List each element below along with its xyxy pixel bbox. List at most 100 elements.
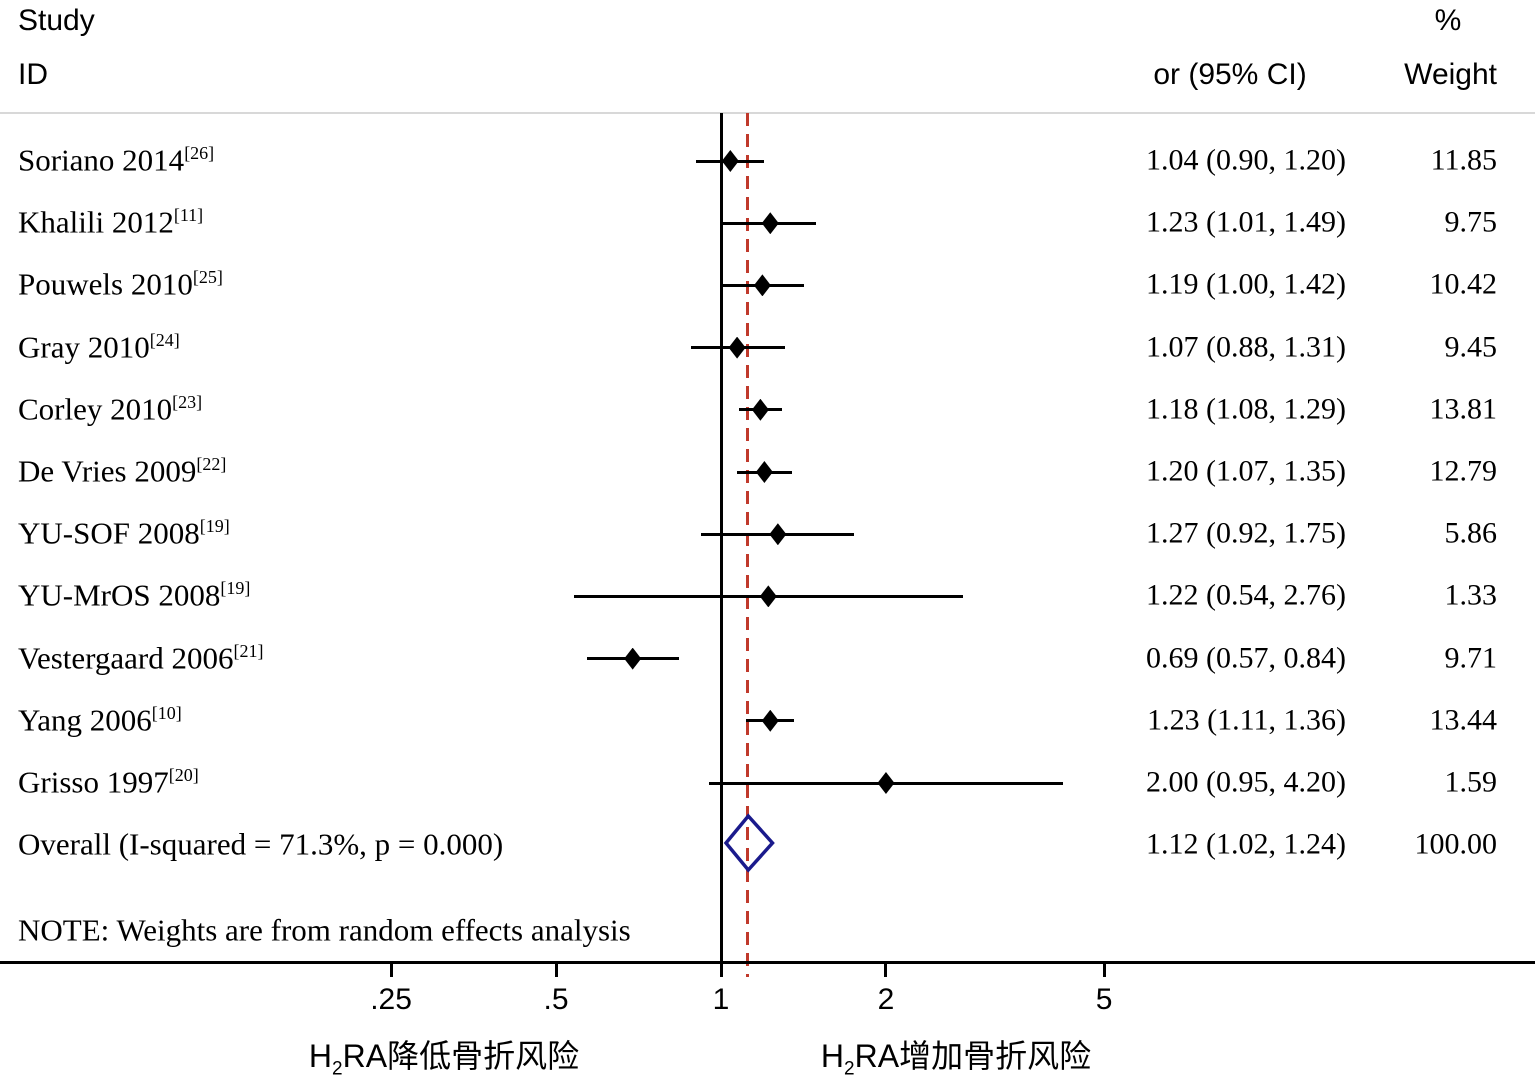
study-name: Pouwels 2010 <box>18 266 193 302</box>
study-label: Soriano 2014[26] <box>18 142 214 178</box>
x-axis-tick <box>389 964 393 977</box>
point-estimate-marker <box>877 772 895 794</box>
or-ci-value: 1.27 (0.92, 1.75) <box>1146 516 1346 550</box>
axis-annotation-left-pre: H <box>308 1038 333 1074</box>
study-reference-number: [26] <box>184 142 215 163</box>
point-estimate-marker <box>759 585 777 608</box>
study-label: YU-MrOS 2008[19] <box>18 578 250 614</box>
study-name: Vestergaard 2006 <box>18 639 234 675</box>
study-label: De Vries 2009[22] <box>18 453 226 489</box>
study-reference-number: [20] <box>168 764 199 785</box>
point-estimate-marker <box>721 150 739 172</box>
overall-diamond-shape <box>723 813 775 873</box>
point-estimate-marker <box>769 523 787 546</box>
x-axis-tick <box>1102 964 1106 977</box>
study-label: Vestergaard 2006[21] <box>18 640 264 676</box>
study-reference-number: [21] <box>233 640 264 661</box>
or-ci-value: 1.07 (0.88, 1.31) <box>1146 329 1346 363</box>
study-reference-number: [24] <box>149 329 180 350</box>
header-separator-line <box>0 112 1535 114</box>
or-ci-value: 1.23 (1.11, 1.36) <box>1147 703 1346 737</box>
study-reference-number: [10] <box>151 702 182 723</box>
x-axis-tick-label: 5 <box>1095 983 1113 1016</box>
study-reference-number: [22] <box>196 453 227 474</box>
point-estimate-marker <box>751 398 769 421</box>
weight-value: 9.45 <box>1444 329 1498 363</box>
study-label: Yang 2006[10] <box>18 702 182 738</box>
study-name: Grisso 1997 <box>18 764 169 800</box>
overall-or-ci-value: 1.12 (1.02, 1.24) <box>1146 827 1346 861</box>
study-label: Khalili 2012[11] <box>18 204 203 240</box>
weight-value: 5.86 <box>1444 516 1498 550</box>
study-reference-number: [11] <box>173 205 204 226</box>
point-estimate-marker <box>624 647 642 670</box>
weight-value: 9.75 <box>1444 205 1498 239</box>
study-reference-number: [23] <box>172 391 203 412</box>
null-reference-line <box>719 113 723 963</box>
study-label: Gray 2010[24] <box>18 329 180 365</box>
x-axis-tick <box>719 964 723 977</box>
or-ci-value: 1.19 (1.00, 1.42) <box>1146 267 1346 301</box>
study-name: Khalili 2012 <box>18 204 174 240</box>
study-label: Pouwels 2010[25] <box>18 267 223 303</box>
study-name: YU-SOF 2008 <box>18 515 200 551</box>
point-estimate-marker <box>753 274 771 297</box>
weight-value: 13.81 <box>1429 392 1498 426</box>
axis-annotation-left-post: RA降低骨折风险 <box>342 1038 580 1074</box>
x-axis-tick-label: .5 <box>543 983 569 1016</box>
column-header-study: Study <box>18 4 95 37</box>
or-ci-value: 1.20 (1.07, 1.35) <box>1146 454 1346 488</box>
axis-annotation-right-post: RA增加骨折风险 <box>854 1038 1092 1074</box>
or-ci-value: 1.04 (0.90, 1.20) <box>1146 143 1346 177</box>
overall-label: Overall (I-squared = 71.3%, p = 0.000) <box>18 826 504 862</box>
study-label: Grisso 1997[20] <box>18 764 199 800</box>
weight-value: 1.33 <box>1444 578 1498 612</box>
study-reference-number: [25] <box>192 267 223 288</box>
axis-annotation-right-sub: 2 <box>844 1058 855 1078</box>
point-estimate-marker <box>761 212 779 235</box>
or-ci-value: 1.22 (0.54, 2.76) <box>1146 578 1346 612</box>
study-label: Corley 2010[23] <box>18 391 202 427</box>
x-axis-line <box>0 961 1535 964</box>
column-header-id: ID <box>18 58 48 91</box>
weight-value: 12.79 <box>1429 454 1498 488</box>
or-ci-value: 0.69 (0.57, 0.84) <box>1146 640 1346 674</box>
axis-annotation-left: H2RA降低骨折风险 <box>308 1031 580 1078</box>
study-name: Gray 2010 <box>18 328 150 364</box>
study-name: De Vries 2009 <box>18 453 197 489</box>
point-estimate-marker <box>728 336 746 359</box>
weight-value: 11.85 <box>1430 143 1497 177</box>
study-name: Yang 2006 <box>18 702 152 738</box>
or-ci-value: 1.18 (1.08, 1.29) <box>1146 392 1346 426</box>
column-header-percent: % <box>1434 4 1462 37</box>
x-axis-tick-label: 2 <box>877 983 895 1016</box>
weight-value: 13.44 <box>1429 703 1498 737</box>
or-ci-value: 1.23 (1.01, 1.49) <box>1146 205 1346 239</box>
x-axis-tick-label: 1 <box>712 983 730 1016</box>
weight-value: 10.42 <box>1429 267 1498 301</box>
study-reference-number: [19] <box>220 578 251 599</box>
point-estimate-marker <box>755 461 773 483</box>
axis-annotation-right-pre: H <box>820 1038 845 1074</box>
weight-value: 1.59 <box>1444 765 1498 799</box>
x-axis-tick <box>554 964 558 977</box>
study-reference-number: [19] <box>199 516 230 537</box>
axis-annotation-right: H2RA增加骨折风险 <box>820 1031 1092 1078</box>
axis-annotation-left-sub: 2 <box>332 1058 343 1078</box>
or-ci-value: 2.00 (0.95, 4.20) <box>1146 765 1346 799</box>
overall-weight-value: 100.00 <box>1414 827 1498 861</box>
x-axis-tick-label: .25 <box>370 983 412 1016</box>
column-header-weight: Weight <box>1404 58 1497 91</box>
x-axis-tick <box>884 964 888 977</box>
overall-diamond <box>723 813 775 873</box>
weight-value: 9.71 <box>1444 640 1498 674</box>
overall-estimate-dashed-line <box>746 113 750 977</box>
random-effects-note: NOTE: Weights are from random effects an… <box>18 912 631 948</box>
study-name: Soriano 2014 <box>18 142 185 178</box>
point-estimate-marker <box>761 709 779 732</box>
study-name: YU-MrOS 2008 <box>18 577 221 613</box>
column-header-or-ci: or (95% CI) <box>1153 58 1307 91</box>
study-name: Corley 2010 <box>18 391 173 427</box>
study-label: YU-SOF 2008[19] <box>18 515 230 551</box>
